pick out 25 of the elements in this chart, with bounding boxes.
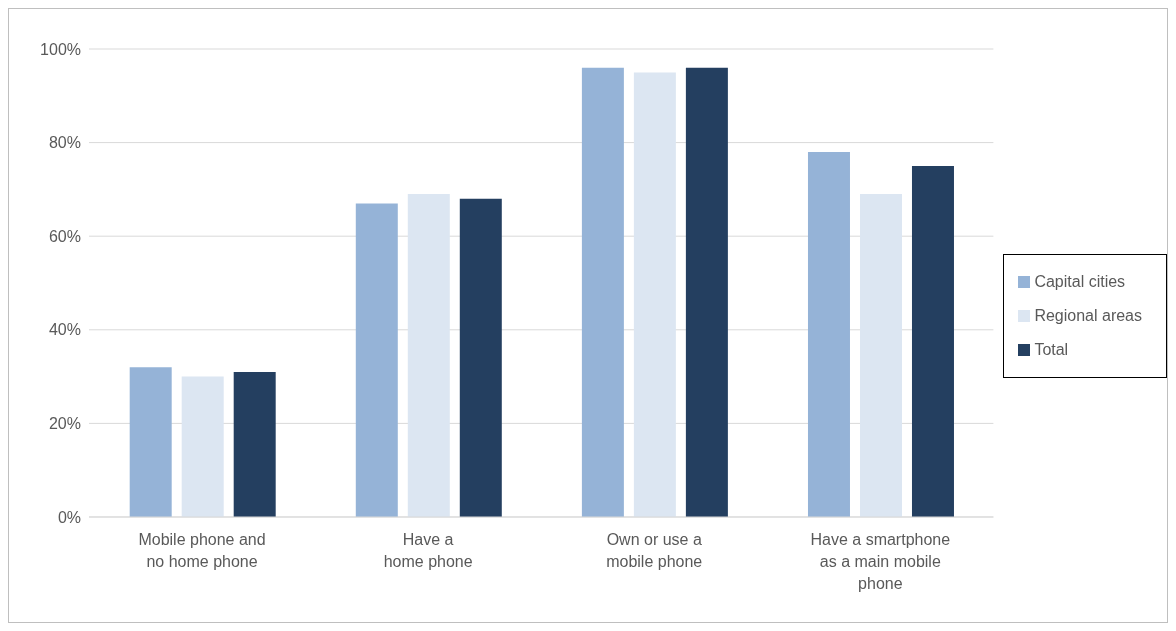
bar xyxy=(581,67,624,517)
x-tick-label: Mobile phone and no home phone xyxy=(138,531,266,570)
legend-label: Total xyxy=(1034,340,1069,358)
y-tick-label: 40% xyxy=(48,321,81,339)
y-tick-label: 20% xyxy=(48,415,81,433)
y-tick-label: 100% xyxy=(40,40,81,58)
y-tick-label: 0% xyxy=(57,508,81,526)
y-tick-label: 60% xyxy=(48,227,81,245)
y-tick-label: 80% xyxy=(48,134,81,152)
x-tick-label: Have a smartphone as a main mobile phone xyxy=(810,531,951,592)
bar xyxy=(181,376,224,517)
legend-label: Capital cities xyxy=(1034,272,1126,290)
x-tick-label: Have a home phone xyxy=(383,531,473,570)
bar xyxy=(129,367,172,517)
bar xyxy=(459,198,502,517)
bar xyxy=(407,194,450,517)
bar xyxy=(355,203,398,517)
legend-label: Regional areas xyxy=(1034,306,1142,324)
x-tick-label: Own or use a mobile phone xyxy=(606,531,703,570)
bar xyxy=(685,67,728,517)
bar xyxy=(807,151,850,517)
bar xyxy=(233,371,276,517)
bar xyxy=(859,194,902,517)
bar xyxy=(911,166,954,517)
bar xyxy=(633,72,676,517)
